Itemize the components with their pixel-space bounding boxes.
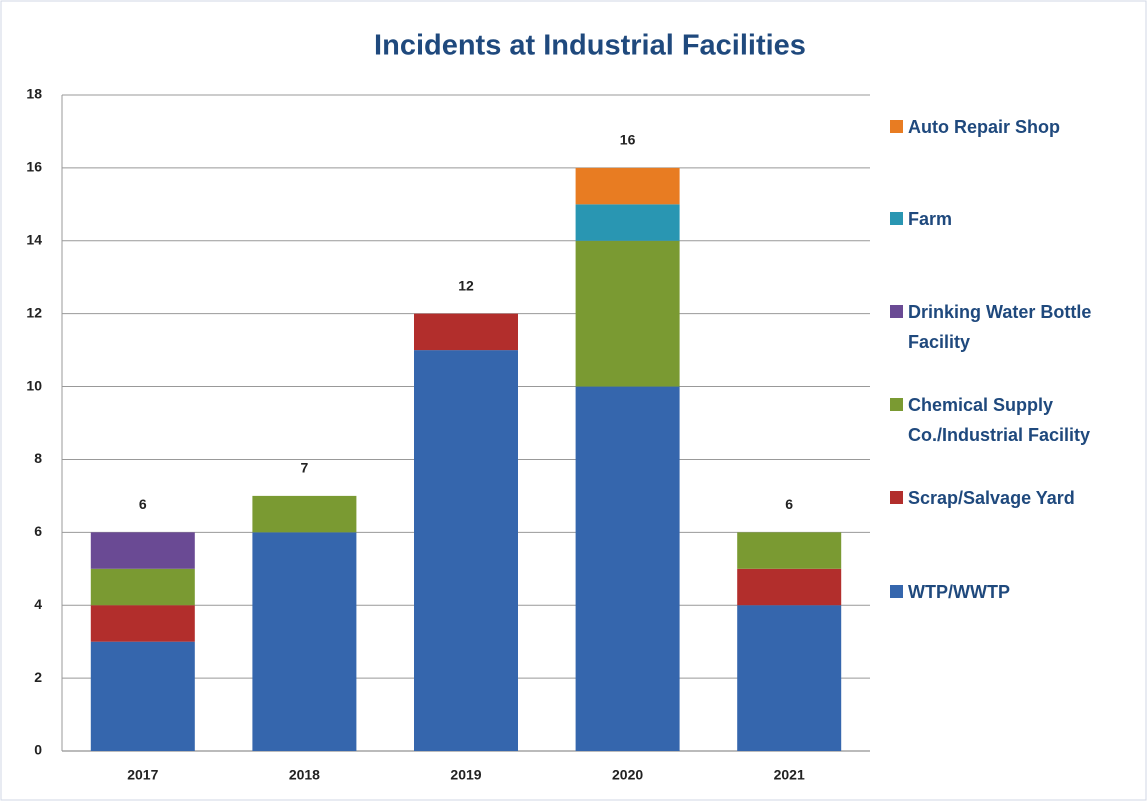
legend-item: Farm [890, 204, 1130, 234]
total-label: 12 [458, 277, 474, 293]
bar-segment [90, 532, 195, 569]
legend-label: Farm [908, 209, 953, 229]
x-tick-label: 2017 [127, 767, 158, 783]
y-tick-label: 16 [26, 159, 42, 175]
total-label: 6 [139, 496, 147, 512]
legend-item: Chemical Supply Co./Industrial Facility [890, 390, 1130, 450]
x-tick-label: 2018 [289, 767, 320, 783]
y-tick-label: 18 [26, 86, 42, 102]
bar-segment [575, 240, 680, 387]
x-tick-label: 2021 [774, 767, 805, 783]
legend-item: Scrap/Salvage Yard [890, 483, 1130, 513]
x-tick-label: 2020 [612, 767, 643, 783]
bar-segment [414, 350, 518, 751]
y-tick-label: 10 [26, 377, 42, 393]
legend-swatch [890, 398, 903, 411]
legend-swatch [890, 491, 903, 504]
y-tick-label: 4 [34, 596, 42, 612]
legend-swatch [890, 305, 903, 318]
x-tick-label: 2019 [450, 767, 481, 783]
y-tick-label: 0 [34, 742, 42, 758]
legend-item: Drinking Water Bottle Facility [890, 297, 1130, 357]
bar-segment [90, 641, 195, 751]
bar-segment [252, 495, 357, 533]
y-tick-label: 14 [26, 231, 42, 247]
y-tick-label: 2 [34, 669, 42, 685]
total-label: 7 [301, 460, 309, 476]
y-tick-label: 8 [34, 450, 42, 466]
bar-segment [737, 532, 842, 569]
chart-title: Incidents at Industrial Facilities [374, 30, 806, 62]
legend-label: Chemical Supply Co./Industrial Facility [908, 395, 1091, 445]
legend-label: Drinking Water Bottle Facility [908, 302, 1092, 352]
legend-label: Auto Repair Shop [908, 117, 1060, 137]
bar-segment [575, 167, 680, 205]
total-label: 6 [785, 496, 793, 512]
legend-swatch [890, 585, 903, 598]
legend-swatch [890, 212, 903, 225]
legend-item: Auto Repair Shop [890, 112, 1130, 142]
legend-swatch [890, 120, 903, 133]
bar-segment [737, 605, 842, 751]
bar-segment [90, 605, 195, 642]
bar-segment [90, 568, 195, 606]
bar-segment [252, 532, 357, 751]
legend-label: Scrap/Salvage Yard [908, 488, 1075, 508]
legend-item: WTP/WWTP [890, 577, 1130, 607]
bar-segment [414, 313, 518, 351]
y-tick-label: 6 [34, 523, 42, 539]
bar-segment [575, 386, 680, 751]
total-label: 16 [620, 132, 636, 148]
y-tick-label: 12 [26, 304, 42, 320]
bar-segment [575, 204, 680, 241]
legend-label: WTP/WWTP [908, 582, 1010, 602]
bar-segment [737, 568, 842, 606]
